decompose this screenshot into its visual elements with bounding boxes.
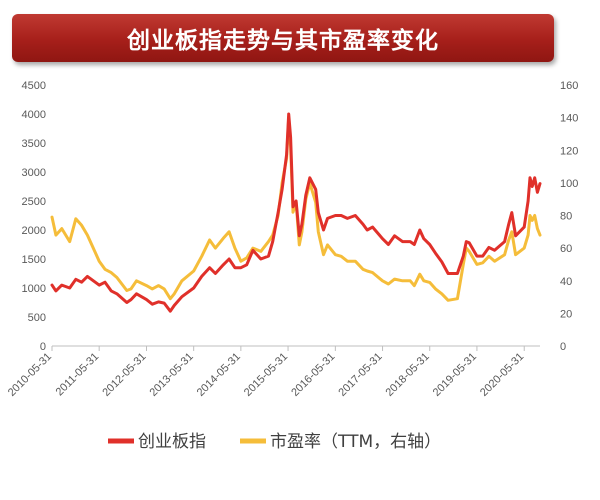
x-axis: 2010-05-31 2011-05-31 2012-05-312013-05-31… — [6, 345, 540, 399]
y-left-tick-label: 2500 — [22, 196, 46, 208]
y-left-tick-label: 4500 — [22, 80, 46, 92]
y-left-tick-label: 2000 — [22, 225, 46, 237]
legend-label: 市盈率（TTM，右轴） — [270, 432, 441, 452]
y-left-tick-label: 1500 — [22, 254, 46, 266]
x-tick-label: 2019-05-31 — [431, 351, 479, 399]
series-line-chinext-index — [50, 112, 542, 313]
x-tick-label: 2013-05-31 — [148, 351, 196, 399]
y-left-tick-label: 4000 — [22, 109, 46, 121]
legend-label: 创业板指 — [138, 432, 206, 452]
y-right-tick-label: 140 — [560, 113, 578, 125]
series-layer — [50, 112, 542, 313]
x-tick-label: 2011-05-31 — [54, 351, 102, 399]
y-axis-right: 0 20 40 60 80 100 120 140 160 — [560, 80, 578, 353]
y-left-tick-label: 3000 — [22, 167, 46, 179]
x-tick-label: 2018-05-31 — [384, 351, 432, 399]
y-right-tick-label: 20 — [560, 308, 572, 320]
y-left-tick-label: 3500 — [22, 138, 46, 150]
chart-title: 创业板指走势与其市盈率变化 — [127, 28, 439, 54]
x-tick-label: 2012-05-31 — [100, 351, 148, 399]
x-tick-label: 2015-05-31 — [242, 351, 290, 399]
x-tick-label: 2020-05-31 — [478, 351, 526, 399]
y-axis-left: 0 500 1000 1500 2000 2500 3000 3500 4000 4500 — [22, 80, 46, 353]
chart-title-banner: 创业板指走势与其市盈率变化 — [12, 14, 554, 62]
y-right-tick-label: 40 — [560, 276, 572, 288]
legend: 创业板指 市盈率（TTM，右轴） — [108, 432, 441, 452]
y-left-tick-label: 500 — [28, 312, 46, 324]
y-right-tick-label: 80 — [560, 211, 572, 223]
y-right-tick-label: 60 — [560, 243, 572, 255]
x-tick-label: 2014-05-31 — [195, 351, 243, 399]
y-right-tick-label: 0 — [560, 341, 566, 353]
y-right-tick-label: 100 — [560, 178, 578, 190]
y-left-tick-label: 0 — [40, 341, 46, 353]
y-right-tick-label: 120 — [560, 145, 578, 157]
y-right-tick-label: 160 — [560, 80, 578, 92]
y-left-tick-label: 1000 — [22, 283, 46, 295]
x-tick-label: 2017-05-31 — [336, 351, 384, 399]
x-tick-label: 2016-05-31 — [289, 351, 337, 399]
x-tick-label: 2010-05-31 — [6, 351, 54, 399]
